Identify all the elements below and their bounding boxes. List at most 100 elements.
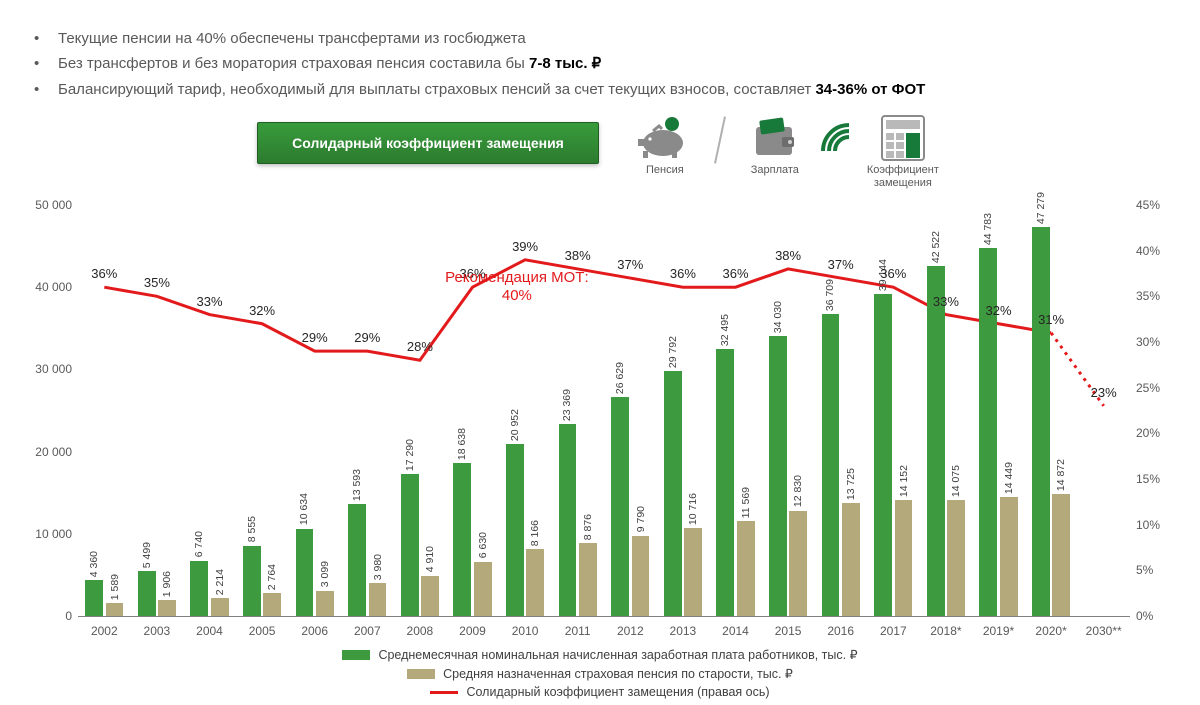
y-right-label: 0% xyxy=(1136,609,1180,623)
wage-bar-label: 10 634 xyxy=(298,493,310,525)
pension-bar-label: 9 790 xyxy=(635,506,647,532)
wage-bar-label: 18 638 xyxy=(456,428,468,460)
pension-bar-label: 14 075 xyxy=(950,465,962,497)
bullet-text: Текущие пенсии на 40% обеспечены трансфе… xyxy=(58,30,526,47)
wage-bar xyxy=(190,561,208,616)
pension-bar-label: 3 099 xyxy=(319,561,331,587)
bullet-text: Балансирующий тариф, необходимый для вып… xyxy=(58,81,815,98)
x-label: 2016 xyxy=(827,624,854,638)
wage-bar xyxy=(243,546,261,616)
pension-bar xyxy=(684,528,702,616)
pension-bar-label: 8 166 xyxy=(529,520,541,546)
wage-bar xyxy=(348,504,366,616)
ratio-pct-label: 36% xyxy=(670,266,696,281)
pension-bar-label: 4 910 xyxy=(424,546,436,572)
legend-label: Среднемесячная номинальная начисленная з… xyxy=(378,647,857,662)
wage-bar-label: 13 593 xyxy=(351,469,363,501)
ratio-pct-label: 36% xyxy=(880,266,906,281)
bullet-text: Без трансфертов и без моратория страхова… xyxy=(58,55,529,72)
pension-bar-label: 1 589 xyxy=(109,574,121,600)
pension-bar-label: 14 152 xyxy=(898,465,910,497)
header-row: Солидарный коэффициент замещения Пенсия xyxy=(0,116,1200,196)
y-left-label: 50 000 xyxy=(20,198,72,212)
wage-bar-label: 6 740 xyxy=(193,531,205,557)
x-label: 2006 xyxy=(301,624,328,638)
wage-bar xyxy=(559,424,577,616)
pension-bar-label: 2 764 xyxy=(266,564,278,590)
x-label: 2015 xyxy=(775,624,802,638)
pension-bar-label: 3 980 xyxy=(372,554,384,580)
legend-label: Солидарный коэффициент замещения (правая… xyxy=(466,685,769,699)
mot-recommendation: Рекомендация МОТ:40% xyxy=(445,269,589,307)
x-label: 2019* xyxy=(983,624,1014,638)
pension-bar-label: 8 876 xyxy=(582,514,594,540)
ratio-pct-label: 29% xyxy=(354,330,380,345)
bullet-item: Без трансфертов и без моратория страхова… xyxy=(58,52,1170,75)
x-label: 2005 xyxy=(249,624,276,638)
ratio-pct-label: 28% xyxy=(407,339,433,354)
ratio-pct-label: 39% xyxy=(512,239,538,254)
legend-label: Средняя назначенная страховая пенсия по … xyxy=(443,666,793,681)
banner-label: Солидарный коэффициент замещения xyxy=(292,135,564,151)
wage-bar-label: 4 360 xyxy=(88,551,100,577)
wage-bar xyxy=(874,294,892,616)
piggybank-icon xyxy=(635,116,695,160)
chart: 010 00020 00030 00040 00050 0000%5%10%15… xyxy=(78,205,1130,617)
x-label: 2030** xyxy=(1086,624,1122,638)
y-right-label: 20% xyxy=(1136,426,1180,440)
x-label: 2011 xyxy=(565,624,591,638)
wallet-icon xyxy=(745,116,805,160)
pension-bar xyxy=(895,500,913,616)
ratio-pct-label: 37% xyxy=(828,257,854,272)
wage-bar-label: 5 499 xyxy=(141,542,153,568)
wage-bar-label: 29 792 xyxy=(667,336,679,368)
pension-bar-label: 1 906 xyxy=(161,571,173,597)
pension-bar-label: 10 716 xyxy=(687,493,699,525)
ratio-pct-label: 33% xyxy=(933,294,959,309)
pension-bar-label: 12 830 xyxy=(792,475,804,507)
wage-bar-label: 26 629 xyxy=(614,362,626,394)
ratio-pct-label: 33% xyxy=(196,294,222,309)
icon-label: Пенсия xyxy=(646,164,684,177)
wage-bar-label: 47 279 xyxy=(1035,192,1047,224)
calculator-icon xyxy=(873,116,933,160)
wage-bar xyxy=(85,580,103,616)
chart-container: 010 00020 00030 00040 00050 0000%5%10%15… xyxy=(20,205,1180,643)
bullet-item: Балансирующий тариф, необходимый для вып… xyxy=(58,78,1170,101)
icon-label: Коэффициент замещения xyxy=(863,164,943,190)
ratio-pct-label: 35% xyxy=(144,275,170,290)
pension-bar xyxy=(947,500,965,616)
y-right-label: 5% xyxy=(1136,563,1180,577)
x-label: 2009 xyxy=(459,624,486,638)
x-label: 2002 xyxy=(91,624,118,638)
pension-bar xyxy=(789,511,807,616)
x-label: 2008 xyxy=(407,624,434,638)
icon-group: Пенсия Зарплата xyxy=(625,116,943,190)
pension-bar xyxy=(526,549,544,616)
x-label: 2014 xyxy=(722,624,749,638)
icon-arcs xyxy=(827,116,851,164)
icon-pension: Пенсия xyxy=(625,116,705,177)
y-right-label: 15% xyxy=(1136,472,1180,486)
wage-bar-label: 20 952 xyxy=(509,409,521,441)
banner: Солидарный коэффициент замещения xyxy=(257,122,599,164)
wage-bar xyxy=(769,336,787,616)
y-right-label: 10% xyxy=(1136,518,1180,532)
legend: Среднемесячная номинальная начисленная з… xyxy=(0,647,1200,699)
bullet-bold: 7-8 тыс. ₽ xyxy=(529,55,601,72)
wage-bar xyxy=(506,444,524,616)
pension-bar xyxy=(1052,494,1070,616)
wage-bar-label: 42 522 xyxy=(930,231,942,263)
wage-bar-label: 23 369 xyxy=(561,389,573,421)
pension-bar xyxy=(316,591,334,616)
wage-bar xyxy=(716,349,734,616)
pension-bar xyxy=(106,603,124,616)
wage-bar-label: 8 555 xyxy=(246,516,258,542)
y-right-label: 45% xyxy=(1136,198,1180,212)
x-label: 2018* xyxy=(930,624,961,638)
pension-bar xyxy=(842,503,860,616)
wage-bar xyxy=(822,314,840,616)
x-label: 2013 xyxy=(670,624,697,638)
x-label: 2017 xyxy=(880,624,907,638)
wage-bar xyxy=(401,474,419,616)
